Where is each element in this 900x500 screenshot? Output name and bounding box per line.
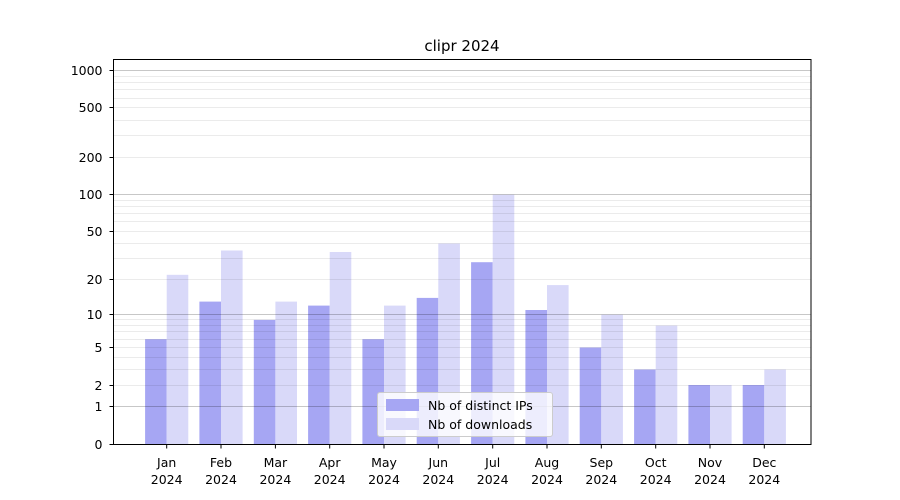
bar-distinct-ips-dec: [742, 385, 765, 445]
legend-swatch-downloads: [386, 418, 419, 430]
x-tick-label-dec: Dec 2024: [748, 455, 780, 487]
bar-distinct-ips-sep: [579, 347, 602, 445]
y-tick-label: 0: [95, 437, 103, 452]
x-tick-label-nov: Nov 2024: [694, 455, 726, 487]
y-tick-label: 10: [87, 307, 103, 322]
bar-distinct-ips-oct: [634, 369, 656, 445]
bar-distinct-ips-feb: [199, 301, 221, 445]
legend: Nb of distinct IPs Nb of downloads: [377, 392, 553, 437]
bar-downloads-apr: [329, 252, 352, 445]
x-tick-label-oct: Oct 2024: [640, 455, 672, 487]
bar-downloads-jul: [492, 194, 515, 445]
chart-title: clipr 2024: [424, 37, 500, 55]
bar-distinct-ips-mar: [253, 319, 276, 445]
bar-downloads-mar: [275, 301, 297, 445]
bar-downloads-nov: [710, 385, 732, 445]
y-tick-label: 1: [95, 399, 103, 414]
bar-distinct-ips-apr: [308, 305, 330, 445]
y-tick-label: 2: [95, 378, 103, 393]
y-tick-label: 500: [79, 100, 103, 115]
x-tick-label-jul: Jul 2024: [477, 455, 509, 487]
legend-item-downloads: Nb of downloads: [386, 417, 544, 432]
x-tick-label-aug: Aug 2024: [531, 455, 563, 487]
x-tick-label-jan: Jan 2024: [151, 455, 183, 487]
y-tick-label: 50: [87, 224, 103, 239]
bar-downloads-feb: [221, 250, 243, 445]
y-tick-label: 1000: [71, 63, 103, 78]
bar-downloads-jan: [166, 274, 189, 445]
legend-swatch-distinct-ips: [386, 399, 419, 411]
legend-label-distinct-ips: Nb of distinct IPs: [428, 397, 533, 413]
bar-downloads-dec: [764, 369, 786, 445]
bar-downloads-sep: [601, 314, 623, 445]
y-tick-label: 200: [79, 150, 103, 165]
bar-distinct-ips-nov: [688, 385, 710, 445]
x-tick-label-mar: Mar 2024: [259, 455, 291, 487]
x-tick-label-apr: Apr 2024: [314, 455, 346, 487]
bar-distinct-ips-jan: [145, 339, 167, 445]
y-tick-label: 20: [87, 272, 103, 287]
x-tick-label-feb: Feb 2024: [205, 455, 237, 487]
plot-border: [113, 59, 812, 445]
y-tick-label: 100: [79, 187, 103, 202]
x-tick-label-sep: Sep 2024: [585, 455, 617, 487]
legend-item-distinct-ips: Nb of distinct IPs: [386, 398, 544, 413]
x-tick-label-may: May 2024: [368, 455, 400, 487]
y-tick-label: 5: [95, 340, 103, 355]
legend-label-downloads: Nb of downloads: [428, 416, 533, 432]
x-tick-label-jun: Jun 2024: [422, 455, 454, 487]
bar-downloads-oct: [655, 325, 678, 445]
